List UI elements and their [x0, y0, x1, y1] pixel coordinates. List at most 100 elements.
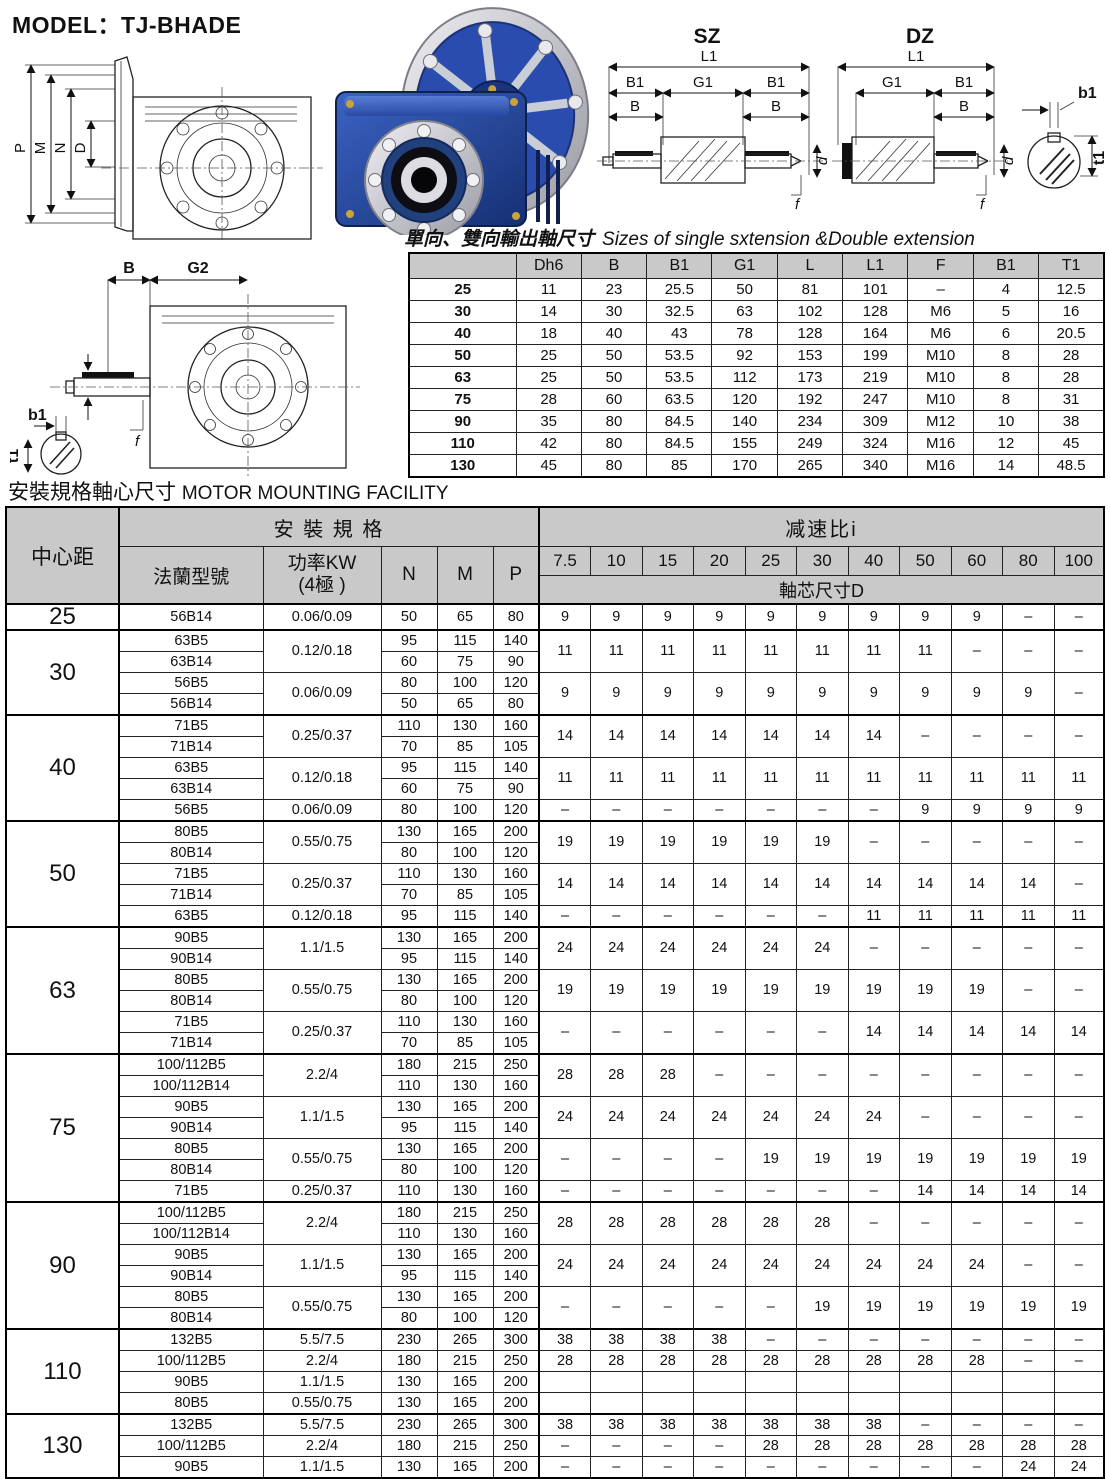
shaft-col-header: F — [907, 252, 974, 279]
nmp-cell: 70 — [380, 736, 438, 758]
shaft-d-cell: – — [899, 714, 952, 758]
dim-label-m: M — [32, 142, 49, 155]
shaft-d-cell: – — [847, 1456, 901, 1479]
shaft-d-cell: 24 — [899, 1244, 952, 1287]
nmp-cell: 80 — [492, 693, 541, 716]
shaft-d-cell — [1053, 1392, 1105, 1415]
power-cell: 1.1/1.5 — [262, 1096, 382, 1139]
mounting-table-row: 80B5 0.55/0.75 130 165 200– – – – –19 19 19 19 19 19 — [6, 1286, 1105, 1330]
shaft-cell: 85 — [646, 454, 713, 478]
shaft-d-cell: – — [693, 1053, 746, 1097]
shaft-d-cell: 9 — [538, 672, 592, 716]
shaft-cell: 25 — [515, 366, 582, 389]
shaft-d-cell: – — [1053, 603, 1105, 631]
shaft-d-cell: 19 — [899, 1286, 952, 1330]
shaft-cell: 6 — [972, 322, 1040, 345]
flange-cell: 100/112B5 — [118, 1350, 264, 1372]
shaft-d-cell: 11 — [590, 629, 643, 673]
shaft-d-cell — [641, 1371, 695, 1393]
shaft-row-label: 30 — [408, 300, 517, 323]
power-cell: 1.1/1.5 — [262, 1456, 382, 1479]
flange-cell: 90B5 — [118, 1244, 264, 1266]
nmp-cell: 80 — [492, 603, 541, 631]
shaft-d-cell: – — [847, 1328, 901, 1351]
nmp-cell: 140 — [492, 629, 541, 652]
shaft-d-cell: – — [1002, 1053, 1055, 1097]
nmp-cell: 115 — [436, 629, 494, 652]
shaft-d-cell: 9 — [590, 603, 643, 631]
shaft-cell: 50 — [580, 366, 648, 389]
nmp-cell: 130 — [380, 1456, 438, 1479]
shaft-d-cell: – — [899, 820, 952, 864]
shaft-table-row: 40 18 40 43 78 128 164 M6 6 20.5 — [408, 322, 1105, 345]
shaft-cell: 164 — [842, 322, 909, 345]
shaft-d-cell: – — [590, 1011, 643, 1055]
nmp-cell: 75 — [436, 778, 494, 800]
nmp-cell: 110 — [380, 1223, 438, 1245]
nmp-cell: 95 — [380, 905, 438, 928]
shaft-d-cell: 14 — [538, 863, 592, 906]
keyway-section-diagram: b1 t1 — [1022, 85, 1107, 189]
nmp-cell: 180 — [380, 1350, 438, 1372]
power-cell: 0.06/0.09 — [262, 799, 382, 822]
nmp-cell: 165 — [436, 1286, 494, 1308]
mounting-table-row: 56B5 0.06/0.09 80 100 120 9 9 9 9 9 9 9 9 9 9– — [6, 672, 1105, 716]
shaft-table-row: 75 28 60 63.5 120 192 247 M10 8 31 — [408, 388, 1105, 411]
power-cell: 0.06/0.09 — [262, 672, 382, 716]
flange-cell: 90B14 — [118, 948, 264, 970]
nmp-cell: 200 — [492, 1096, 541, 1118]
shaft-d-cell: – — [796, 1328, 849, 1351]
flange-cell: 100/112B5 — [118, 1201, 264, 1224]
shaft-d-cell: – — [1053, 1201, 1105, 1245]
shaft-d-cell: 9 — [899, 799, 952, 822]
shaft-d-cell: 19 — [744, 820, 798, 864]
power-cell: 0.25/0.37 — [262, 1180, 382, 1203]
shaft-d-cell — [847, 1392, 901, 1415]
shaft-d-cell: 28 — [1053, 1435, 1105, 1457]
shaft-d-cell: 11 — [847, 757, 901, 800]
shaft-d-cell: – — [538, 1138, 592, 1181]
shaft-d-cell: – — [590, 1286, 643, 1330]
shaft-d-cell: – — [899, 1413, 952, 1436]
mounting-table-row: 63B14 60 75 90 — [6, 651, 1104, 673]
nmp-cell: 265 — [436, 1413, 494, 1436]
shaft-d-cell: – — [1053, 1244, 1105, 1287]
shaft-d-cell: – — [1002, 1201, 1055, 1245]
shaft-d-cell: 38 — [590, 1413, 643, 1436]
shaft-d-cell: – — [538, 905, 592, 928]
shaft-d-cell: 9 — [847, 603, 901, 631]
shaft-d-cell — [796, 1371, 849, 1393]
shaft-d-cell: – — [641, 1011, 695, 1055]
shaft-d-cell: – — [1053, 1350, 1105, 1372]
flange-cell: 100/112B5 — [118, 1435, 264, 1457]
nmp-cell: 65 — [436, 603, 494, 631]
shaft-cell: 81 — [776, 278, 844, 301]
shaft-d-cell: 14 — [847, 714, 901, 758]
nmp-cell: 250 — [492, 1435, 541, 1457]
nmp-cell: 130 — [436, 1223, 494, 1245]
shaft-d-cell: 14 — [641, 714, 695, 758]
nmp-cell: 180 — [380, 1435, 438, 1457]
power-cell: 0.25/0.37 — [262, 714, 382, 758]
dim-label-p: P — [15, 143, 29, 153]
nmp-cell: 200 — [492, 1244, 541, 1266]
nmp-cell: 50 — [380, 693, 438, 716]
mounting-table-row: 80B5 0.55/0.75 130 165 200 — [6, 1392, 1105, 1415]
shaft-d-cell: 19 — [796, 1138, 849, 1181]
mounting-table-row: 90B14 95 115 140 — [6, 1265, 1104, 1287]
nmp-cell: 75 — [436, 651, 494, 673]
shaft-d-cell: 14 — [950, 863, 1004, 906]
shaft-d-cell: 19 — [744, 1138, 798, 1181]
shaft-d-cell — [1002, 1371, 1055, 1393]
shaft-cell: 45 — [1038, 432, 1105, 455]
shaft-cell: 43 — [646, 322, 713, 345]
shaft-row-label: 75 — [408, 388, 517, 411]
nmp-cell: 110 — [380, 863, 438, 885]
shaft-d-cell: 24 — [1002, 1456, 1055, 1479]
flange-cell: 80B14 — [118, 990, 264, 1012]
shaft-d-cell: 28 — [796, 1435, 849, 1457]
nmp-cell: 120 — [492, 672, 541, 694]
shaft-d-cell: – — [538, 1456, 592, 1479]
shaft-d-cell: 14 — [796, 863, 849, 906]
shaft-d-cell: – — [693, 905, 746, 928]
